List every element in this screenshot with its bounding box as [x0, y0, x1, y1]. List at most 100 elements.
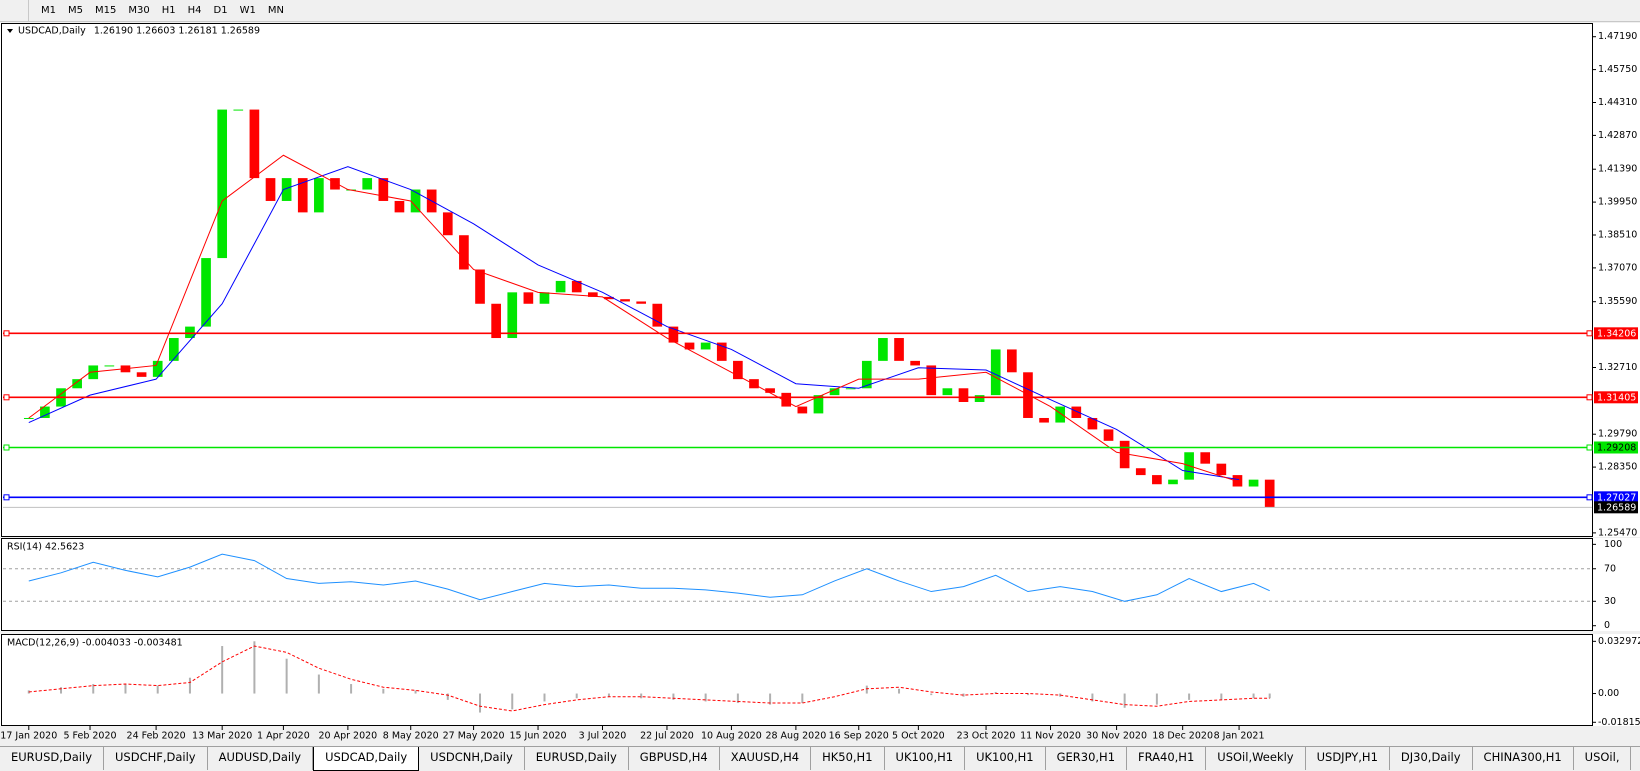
x-tick-label: 10 Aug 2020 — [701, 731, 762, 742]
level-anchor — [3, 394, 10, 401]
chart-tab[interactable]: EURUSD,Daily — [525, 747, 629, 770]
indicator-title: RSI(14) 42.5623 — [7, 542, 84, 553]
price-label-box — [1594, 327, 1638, 340]
indicator-title: MACD(12,26,9) -0.004033 -0.003481 — [7, 638, 183, 649]
y-tick-label: 1.35590 — [1598, 296, 1637, 307]
level-anchor — [1586, 394, 1593, 401]
candle — [1264, 479, 1275, 508]
header-arrow — [7, 29, 13, 33]
candle — [958, 388, 969, 402]
price-label: 1.29208 — [1597, 442, 1636, 453]
chart-title: USDCAD,Daily — [18, 26, 86, 37]
candle — [72, 379, 82, 389]
x-tick-label: 15 Jun 2020 — [509, 731, 566, 742]
candle — [668, 326, 679, 343]
y-tick-label: 1.37070 — [1598, 262, 1637, 273]
candle — [1135, 468, 1146, 476]
y-tick-label: 0.00 — [1598, 688, 1619, 699]
chart-tab[interactable]: CHINA300,H1 — [1473, 747, 1574, 770]
price-label-box — [1594, 491, 1638, 504]
chart-tabs: EURUSD,Daily USDCHF,Daily AUDUSD,Daily USDC… — [0, 746, 1640, 771]
y-tick-label: 1.38510 — [1598, 229, 1637, 240]
x-tick-label: 27 May 2020 — [443, 731, 505, 742]
chart-tab[interactable]: USOil,Weekly — [1206, 747, 1306, 770]
y-tick-label: 1.25470 — [1598, 527, 1637, 538]
y-tick-label: 1.45750 — [1598, 64, 1637, 75]
y-tick-label: 0 — [1604, 620, 1610, 631]
candle — [926, 365, 937, 396]
candle — [249, 109, 260, 179]
timeframe-button[interactable]: H4 — [182, 1, 208, 20]
panel-frame — [1, 538, 1593, 631]
price-label: 1.26589 — [1597, 502, 1636, 513]
candle — [1071, 406, 1082, 418]
chart-tab[interactable]: USOil, — [1574, 747, 1632, 770]
chart-tab[interactable]: HK50,H1 — [811, 747, 885, 770]
macd-signal — [28, 645, 1270, 712]
candle — [878, 338, 888, 361]
chart-tab[interactable]: UK100,H1 — [885, 747, 966, 770]
timeframe-button[interactable]: M15 — [89, 1, 122, 20]
panel — [0, 23, 1640, 537]
timeframe-button[interactable]: MN — [262, 1, 290, 20]
chart-tab[interactable]: DJ30,Daily — [1390, 747, 1473, 770]
candle — [1087, 417, 1098, 430]
candle — [1216, 463, 1227, 476]
timeframe-button[interactable]: M30 — [122, 1, 155, 20]
timeframe-button[interactable]: H1 — [156, 1, 182, 20]
candle — [781, 392, 792, 407]
candle — [136, 372, 147, 377]
x-tick-label: 8 Jan 2021 — [1214, 731, 1265, 742]
x-tick-label: 5 Feb 2020 — [63, 731, 116, 742]
timeframe-button[interactable]: M1 — [35, 1, 62, 20]
candle — [571, 280, 582, 293]
candle — [894, 338, 904, 361]
chart-tab[interactable]: USDJPY,H1 — [1306, 747, 1390, 770]
chart-tab[interactable]: XAUUSD,H4 — [720, 747, 812, 770]
chart-tab[interactable]: GER30,H1 — [1046, 747, 1128, 770]
chart-tab[interactable]: AUDUSD,Daily — [208, 747, 314, 770]
candle — [942, 388, 953, 396]
timeframe-button[interactable]: D1 — [208, 1, 234, 20]
ohlc-values: 1.26190 1.26603 1.26181 1.26589 — [94, 26, 260, 37]
candle — [1200, 452, 1211, 464]
chart-tab[interactable]: USDCHF,Daily — [104, 747, 208, 770]
timeframe-button[interactable]: W1 — [234, 1, 262, 20]
y-tick-label: 1.44310 — [1598, 97, 1637, 108]
candle — [507, 292, 518, 339]
candle — [1103, 429, 1114, 441]
candle — [1232, 475, 1243, 487]
price-label: 1.34206 — [1597, 328, 1636, 339]
y-tick-label: 1.29790 — [1598, 429, 1637, 440]
panel — [0, 634, 1640, 726]
candle — [910, 360, 920, 366]
chart-tab[interactable]: USDCAD,Daily — [313, 747, 420, 771]
candle — [1007, 349, 1017, 373]
y-tick-label: 0.032972 — [1598, 636, 1640, 647]
x-tick-label: 28 Aug 2020 — [765, 731, 826, 742]
chart-tab[interactable]: USDCNH,Daily — [419, 747, 525, 770]
chart-tab[interactable]: FRA40,H1 — [1127, 747, 1207, 770]
candle — [314, 178, 324, 213]
candle — [475, 269, 485, 304]
candle — [217, 109, 228, 259]
chart-tab[interactable]: GBPUSD,H4 — [629, 747, 720, 770]
candle — [684, 342, 695, 350]
candle — [330, 178, 340, 190]
candle — [555, 280, 566, 293]
x-tick-label: 30 Nov 2020 — [1086, 731, 1147, 742]
x-tick-label: 16 Sep 2020 — [829, 731, 889, 742]
chart-tab[interactable]: EURUSD,Daily — [0, 747, 104, 770]
timeframe-button[interactable]: M5 — [62, 1, 89, 20]
candle — [749, 379, 759, 389]
price-label: 1.31405 — [1597, 392, 1636, 403]
level-anchor — [3, 330, 10, 337]
chart-window: 1.47190 1.45750 1.44310 1.42870 1.41390 1.399… — [0, 23, 1640, 742]
chart-tab[interactable]: UK100,H1 — [965, 747, 1046, 770]
candle — [539, 292, 550, 304]
candle — [620, 299, 630, 302]
panel-frame — [1, 634, 1593, 726]
candle — [861, 360, 872, 389]
x-tick-label: 20 Apr 2020 — [318, 731, 377, 742]
